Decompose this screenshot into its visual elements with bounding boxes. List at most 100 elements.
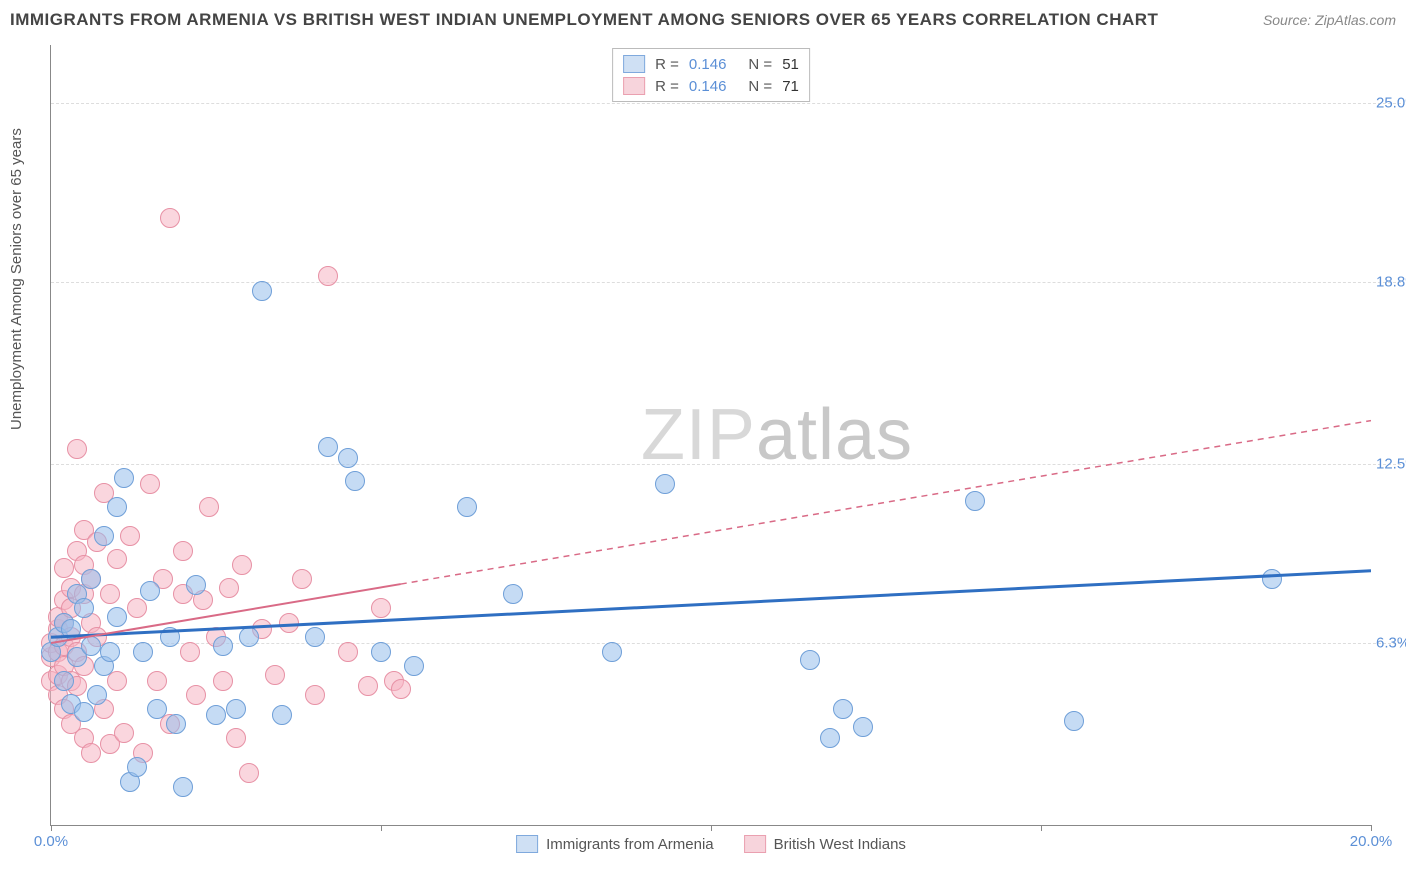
scatter-point-armenia [114, 468, 134, 488]
legend-series: Immigrants from Armenia British West Ind… [516, 835, 906, 853]
scatter-point-bwi [239, 763, 259, 783]
scatter-point-bwi [186, 685, 206, 705]
scatter-point-armenia [800, 650, 820, 670]
scatter-point-armenia [371, 642, 391, 662]
scatter-point-armenia [655, 474, 675, 494]
legend-r-label: R = [655, 56, 679, 73]
scatter-point-armenia [81, 636, 101, 656]
legend-r-value: 0.146 [689, 56, 727, 73]
y-tick-label: 25.0% [1376, 94, 1406, 111]
scatter-point-bwi [358, 676, 378, 696]
scatter-point-armenia [54, 671, 74, 691]
legend-row-armenia: R = 0.146 N = 51 [623, 53, 799, 75]
scatter-point-armenia [74, 598, 94, 618]
scatter-point-armenia [226, 699, 246, 719]
scatter-point-bwi [338, 642, 358, 662]
x-tick [51, 825, 52, 831]
legend-swatch-bwi-icon [744, 835, 766, 853]
scatter-point-bwi [173, 541, 193, 561]
x-tick [381, 825, 382, 831]
scatter-point-armenia [74, 702, 94, 722]
scatter-point-bwi [199, 497, 219, 517]
scatter-point-armenia [305, 627, 325, 647]
scatter-point-bwi [232, 555, 252, 575]
scatter-point-armenia [252, 281, 272, 301]
scatter-point-armenia [206, 705, 226, 725]
scatter-point-bwi [120, 526, 140, 546]
scatter-point-armenia [338, 448, 358, 468]
legend-r-value: 0.146 [689, 78, 727, 95]
scatter-point-bwi [81, 743, 101, 763]
scatter-point-bwi [67, 439, 87, 459]
scatter-point-bwi [54, 558, 74, 578]
y-tick-label: 6.3% [1376, 635, 1406, 652]
scatter-point-armenia [133, 642, 153, 662]
scatter-point-bwi [160, 208, 180, 228]
gridline [51, 464, 1401, 465]
x-tick-label: 20.0% [1350, 833, 1393, 850]
legend-label: British West Indians [774, 836, 906, 853]
y-tick-label: 18.8% [1376, 273, 1406, 290]
legend-swatch-bwi [623, 77, 645, 95]
scatter-point-bwi [127, 598, 147, 618]
scatter-point-bwi [292, 569, 312, 589]
scatter-point-bwi [140, 474, 160, 494]
legend-n-label: N = [748, 56, 772, 73]
scatter-point-armenia [173, 777, 193, 797]
source-label: Source: ZipAtlas.com [1263, 12, 1396, 28]
scatter-point-bwi [279, 613, 299, 633]
scatter-point-bwi [305, 685, 325, 705]
chart-header: IMMIGRANTS FROM ARMENIA VS BRITISH WEST … [10, 10, 1396, 30]
scatter-point-armenia [404, 656, 424, 676]
legend-n-value: 51 [782, 56, 799, 73]
scatter-point-bwi [265, 665, 285, 685]
scatter-point-armenia [602, 642, 622, 662]
scatter-point-armenia [107, 607, 127, 627]
gridline [51, 103, 1401, 104]
legend-swatch-armenia [623, 55, 645, 73]
legend-n-label: N = [748, 78, 772, 95]
scatter-point-armenia [140, 581, 160, 601]
legend-r-label: R = [655, 78, 679, 95]
scatter-point-bwi [226, 728, 246, 748]
x-tick [1041, 825, 1042, 831]
scatter-point-armenia [166, 714, 186, 734]
scatter-point-bwi [371, 598, 391, 618]
scatter-point-armenia [272, 705, 292, 725]
x-tick [1371, 825, 1372, 831]
trend-lines [51, 45, 1371, 825]
scatter-point-bwi [219, 578, 239, 598]
scatter-point-armenia [127, 757, 147, 777]
scatter-point-armenia [100, 642, 120, 662]
scatter-point-armenia [81, 569, 101, 589]
scatter-point-bwi [147, 671, 167, 691]
scatter-point-armenia [853, 717, 873, 737]
y-tick-label: 12.5% [1376, 455, 1406, 472]
legend-swatch-armenia-icon [516, 835, 538, 853]
scatter-point-armenia [1064, 711, 1084, 731]
scatter-point-bwi [107, 549, 127, 569]
scatter-point-armenia [1262, 569, 1282, 589]
gridline [51, 282, 1401, 283]
legend-row-bwi: R = 0.146 N = 71 [623, 75, 799, 97]
x-tick-label: 0.0% [34, 833, 68, 850]
scatter-point-armenia [213, 636, 233, 656]
scatter-point-armenia [160, 627, 180, 647]
scatter-point-armenia [147, 699, 167, 719]
scatter-point-armenia [94, 526, 114, 546]
scatter-point-armenia [239, 627, 259, 647]
scatter-point-armenia [61, 619, 81, 639]
scatter-point-armenia [345, 471, 365, 491]
plot-area: ZIPatlas R = 0.146 N = 51 R = 0.146 N = … [50, 45, 1371, 826]
scatter-point-bwi [213, 671, 233, 691]
scatter-point-bwi [391, 679, 411, 699]
legend-item-armenia: Immigrants from Armenia [516, 835, 714, 853]
scatter-point-armenia [833, 699, 853, 719]
scatter-point-armenia [107, 497, 127, 517]
x-tick [711, 825, 712, 831]
legend-n-value: 71 [782, 78, 799, 95]
scatter-point-armenia [186, 575, 206, 595]
scatter-point-armenia [503, 584, 523, 604]
scatter-point-bwi [318, 266, 338, 286]
scatter-point-bwi [114, 723, 134, 743]
